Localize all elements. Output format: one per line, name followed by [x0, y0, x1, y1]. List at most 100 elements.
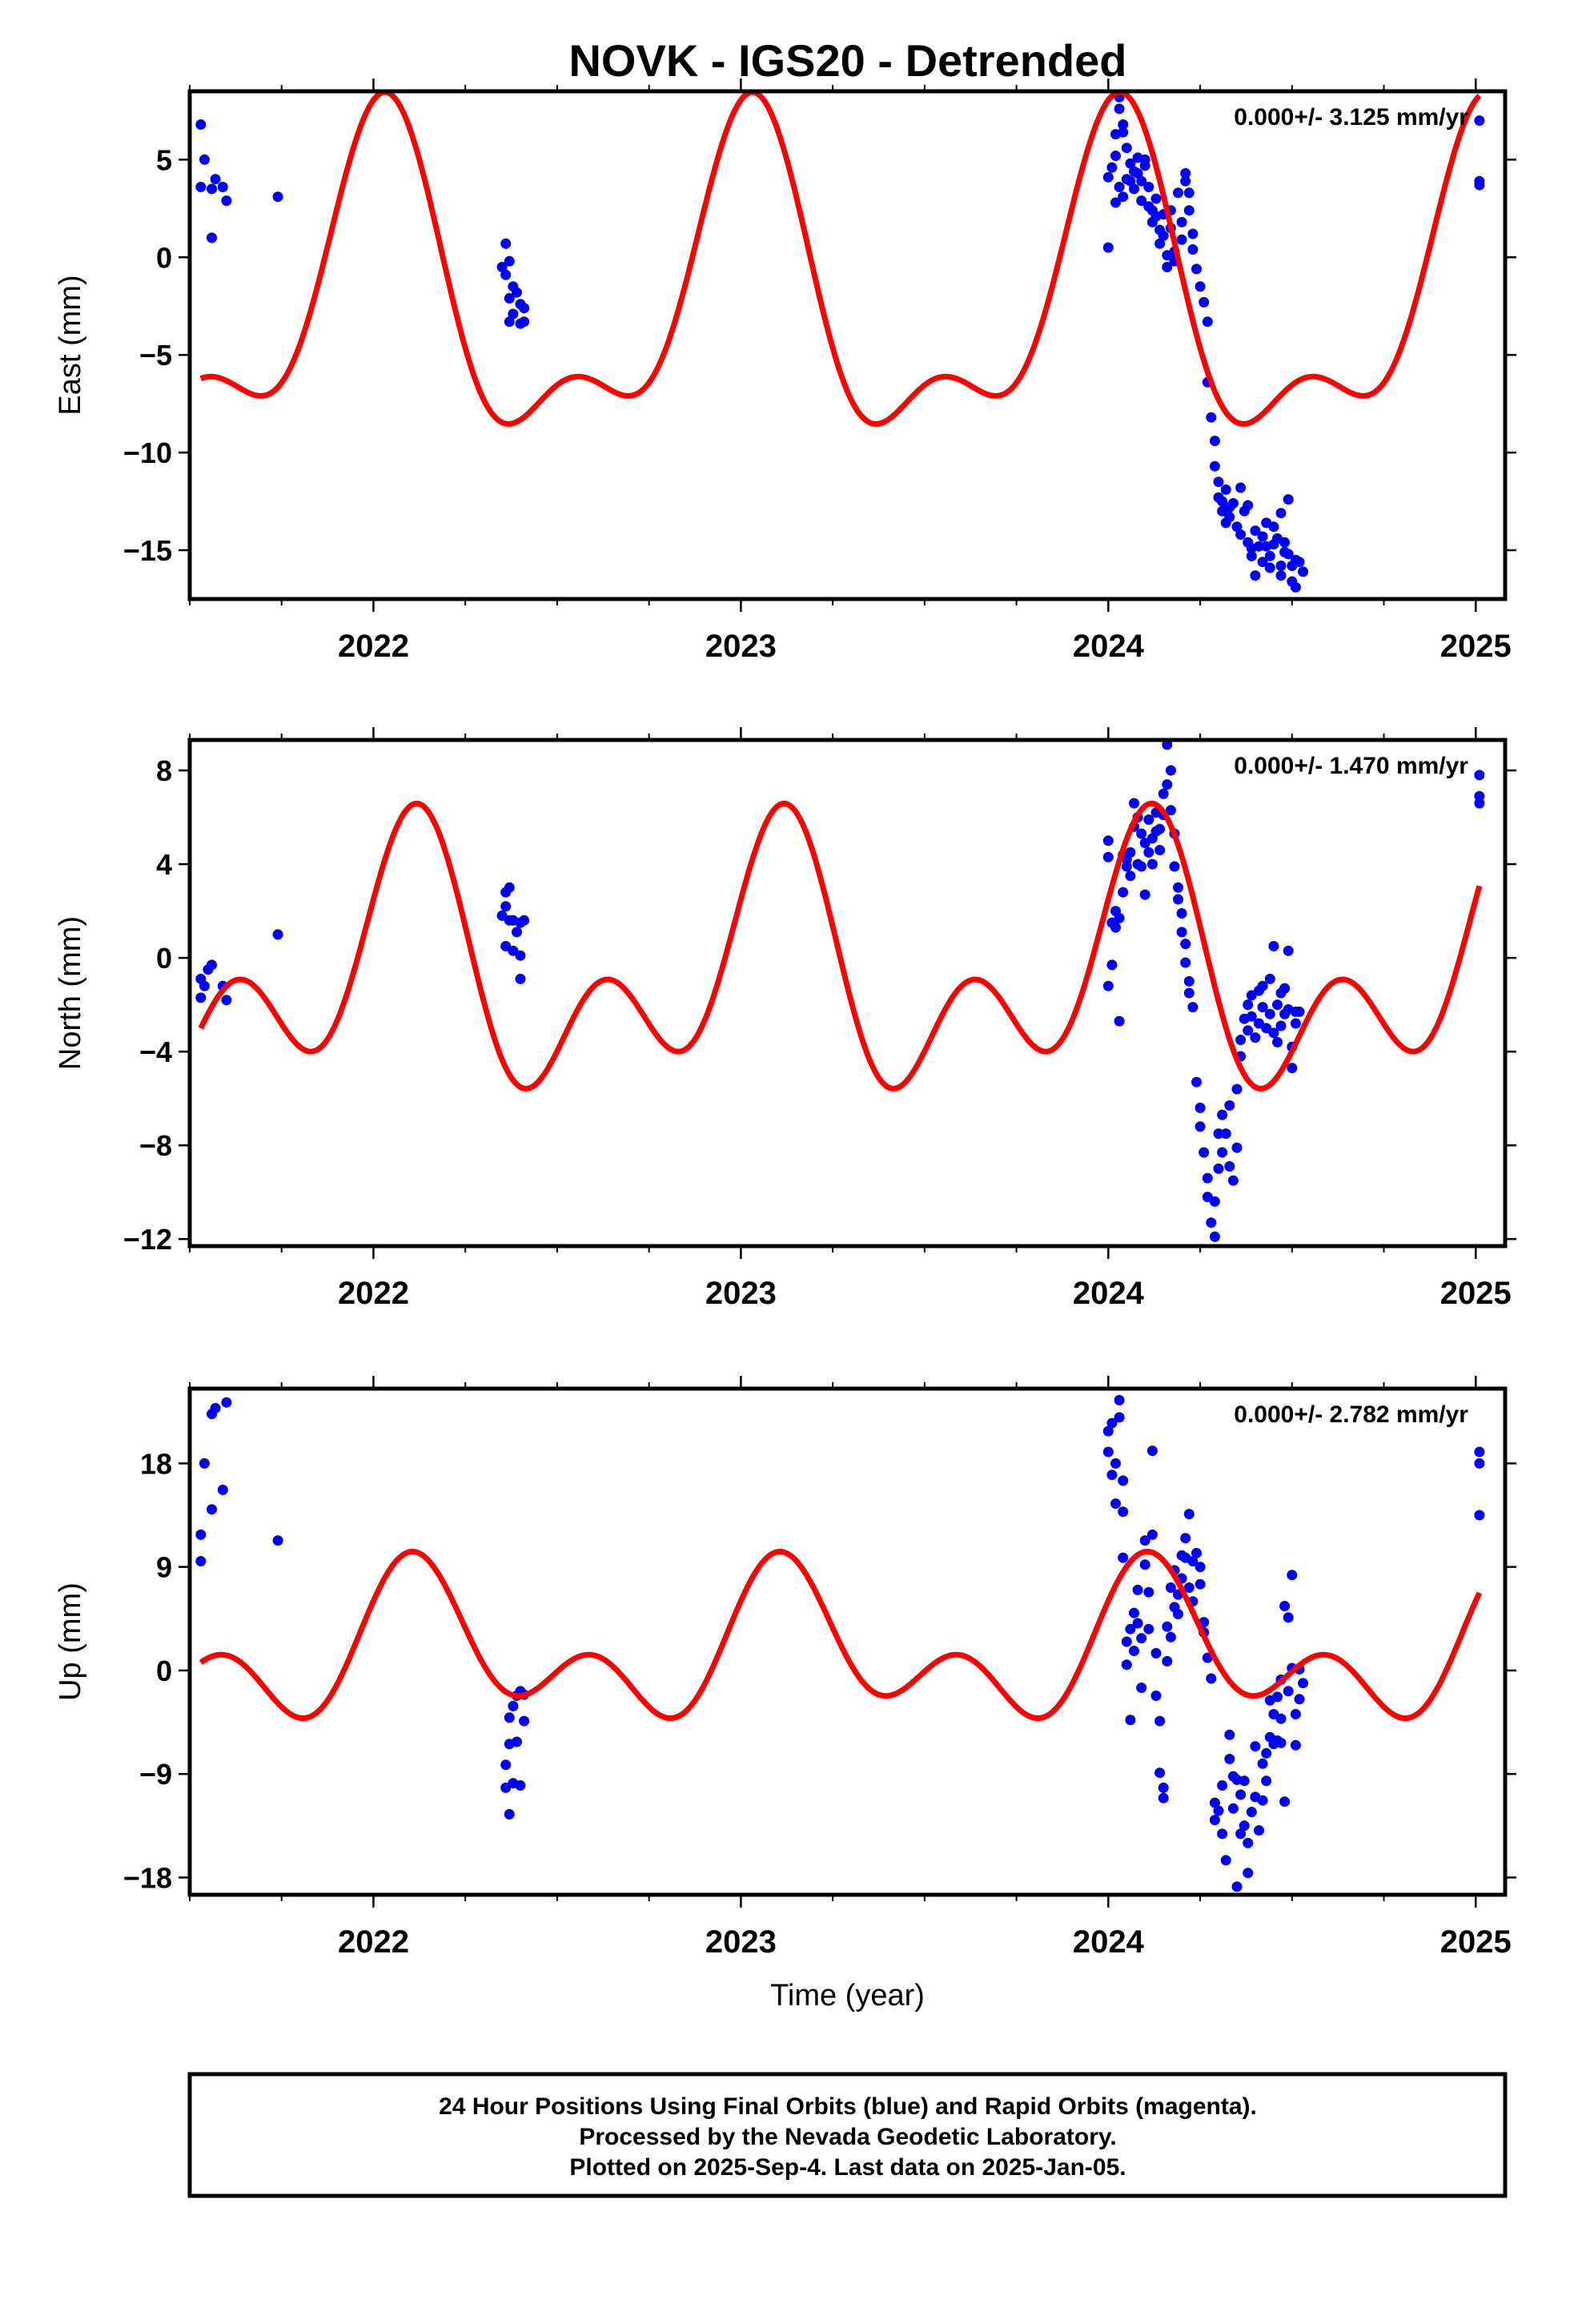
data-point	[1264, 1008, 1275, 1019]
model-curve	[199, 91, 1482, 427]
data-point	[1243, 500, 1254, 511]
data-point	[1195, 1578, 1206, 1590]
data-point	[504, 316, 515, 328]
data-point	[1102, 1425, 1114, 1437]
data-point	[1275, 561, 1287, 571]
y-tick-label: 8	[156, 754, 172, 787]
model-curve	[198, 800, 1483, 1092]
data-point	[1102, 1446, 1114, 1458]
data-point	[1150, 1647, 1162, 1659]
data-point	[1143, 1623, 1154, 1634]
data-point	[1121, 1659, 1132, 1671]
data-point	[1118, 119, 1129, 130]
data-point	[1114, 1412, 1125, 1423]
data-point	[515, 973, 526, 984]
data-point	[500, 269, 512, 280]
data-point	[1158, 1782, 1169, 1793]
data-point	[1187, 244, 1199, 255]
data-point	[496, 910, 508, 921]
data-point	[500, 1759, 512, 1771]
rate-label: 0.000+/- 3.125 mm/yr	[1234, 104, 1468, 131]
y-tick-label: −8	[139, 1129, 172, 1162]
data-point	[1213, 1163, 1224, 1174]
data-point	[1206, 1217, 1217, 1228]
data-point	[1143, 846, 1154, 858]
data-point	[1209, 1231, 1220, 1242]
data-point	[1279, 537, 1291, 548]
data-point	[1139, 1559, 1150, 1570]
data-point	[1180, 167, 1191, 179]
data-point	[1294, 1694, 1305, 1705]
data-point	[1150, 193, 1162, 204]
data-point	[519, 303, 530, 314]
data-point	[1136, 828, 1147, 839]
data-point	[1191, 263, 1202, 275]
chart-title: NOVK - IGS20 - Detrended	[568, 35, 1126, 86]
panel-1: 2022 2023 2024 2025 −15 −10 −5 0 5 East (mm) 0.000…	[54, 78, 1516, 664]
data-point	[508, 915, 519, 926]
data-point	[1102, 851, 1114, 862]
data-point	[1254, 541, 1264, 552]
data-point	[1279, 983, 1291, 994]
data-point	[1114, 1394, 1125, 1405]
data-point	[1114, 1015, 1125, 1027]
data-point	[1162, 740, 1173, 750]
panels: 2022 2023 2024 2025 −15 −10 −5 0 5 East (mm) 0.000…	[54, 78, 1516, 2012]
data-point	[272, 1535, 283, 1546]
data-point	[1102, 835, 1114, 846]
data-point	[1136, 195, 1147, 207]
data-point	[1191, 1076, 1202, 1088]
x-tick-label: 2023	[705, 629, 777, 664]
data-point	[1136, 1683, 1147, 1693]
data-point	[1176, 216, 1187, 227]
data-point	[1287, 1570, 1298, 1581]
data-point	[1231, 1881, 1243, 1892]
data-point	[1220, 484, 1231, 495]
x-tick-label: 2023	[705, 1924, 777, 1960]
data-point	[1275, 1020, 1287, 1031]
data-point	[1283, 494, 1294, 505]
y-tick-label: −18	[123, 1861, 172, 1894]
data-point	[207, 959, 217, 971]
data-point	[199, 980, 210, 991]
data-point	[1206, 412, 1217, 423]
data-point	[1209, 1797, 1220, 1808]
y-tick-label: 4	[156, 848, 172, 881]
data-point	[1298, 566, 1309, 577]
data-point	[1165, 805, 1176, 816]
data-point	[1250, 525, 1261, 537]
panel-2: 2022 2023 2024 2025 −12 −8 −4 0 4 8 North (mm) 0.00…	[54, 727, 1516, 1311]
data-point	[1106, 1417, 1118, 1429]
data-point	[195, 992, 207, 1003]
data-point	[1136, 1633, 1147, 1644]
data-point	[1290, 1709, 1301, 1719]
data-point	[1268, 941, 1279, 951]
data-point	[500, 1782, 512, 1793]
data-point	[1139, 154, 1150, 165]
data-point	[1213, 476, 1224, 488]
data-point	[1146, 858, 1158, 870]
data-point	[1118, 887, 1129, 898]
data-point	[199, 154, 210, 165]
data-point	[195, 119, 207, 130]
data-point	[1202, 1172, 1213, 1184]
data-point	[1257, 1795, 1268, 1806]
data-point	[1143, 814, 1154, 825]
y-tick-label: 0	[156, 1655, 172, 1687]
data-point	[1129, 1607, 1139, 1618]
data-point	[1250, 570, 1261, 581]
data-points	[195, 91, 1485, 593]
data-point	[504, 882, 515, 893]
data-points	[195, 740, 1485, 1242]
data-point	[1283, 945, 1294, 956]
data-point	[1110, 1458, 1121, 1469]
data-point	[1125, 870, 1136, 882]
data-point	[1165, 765, 1176, 776]
data-point	[500, 901, 512, 912]
data-point	[1121, 1636, 1132, 1647]
data-point	[1227, 498, 1239, 509]
x-tick-label: 2024	[1073, 629, 1145, 664]
data-point	[1474, 1446, 1485, 1458]
data-point	[199, 1458, 210, 1469]
data-point	[1283, 1612, 1294, 1623]
